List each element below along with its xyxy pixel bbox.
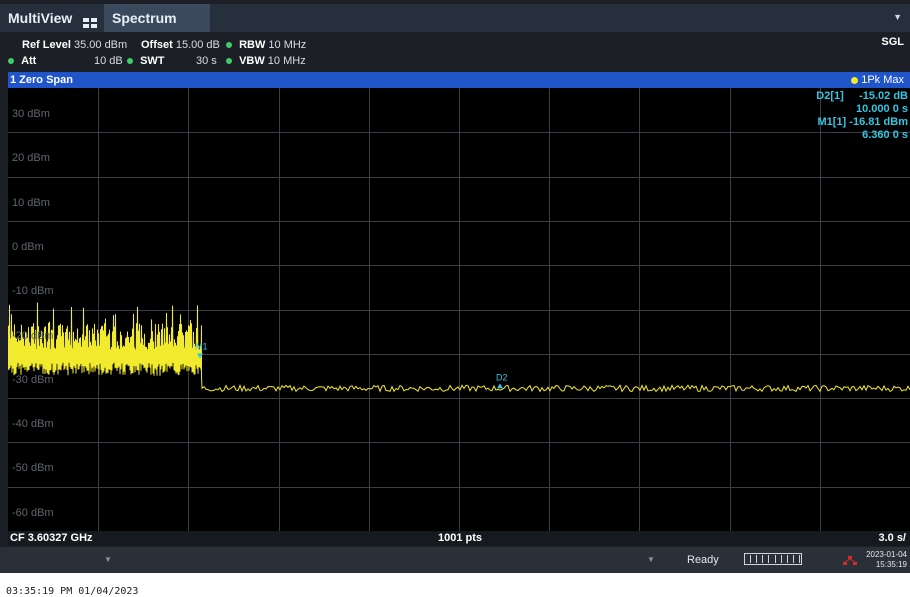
status-date: 2023-01-04 <box>866 550 907 559</box>
rbw-setting[interactable]: RBW 10 MHz <box>226 38 306 53</box>
marker-d2-label: D2 <box>496 372 508 382</box>
y-tick-label: 20 dBm <box>12 152 50 164</box>
status-datetime: 2023-01-04 15:35:19 <box>866 550 907 570</box>
chevron-down-icon[interactable]: ▼ <box>893 12 902 22</box>
marker-d2-icon[interactable] <box>497 383 503 389</box>
swt-setting[interactable]: SWT <box>127 54 165 69</box>
swt-value: 30 s <box>196 55 217 67</box>
marker-d2-time: 10.000 0 s <box>856 103 908 115</box>
status-ready: Ready <box>687 554 719 566</box>
marker-m1-label: M1 <box>195 342 208 352</box>
settings-bar: Ref Level 35.00 dBm Offset 15.00 dB RBW … <box>0 36 910 70</box>
marker-m1-icon[interactable] <box>197 353 203 359</box>
plot-canvas: M1 D2 <box>8 88 910 531</box>
y-tick-label: -30 dBm <box>12 374 54 386</box>
chevron-down-icon[interactable]: ▼ <box>104 555 112 564</box>
att-value: 10 dB <box>94 55 123 67</box>
y-tick-label: -50 dBm <box>12 462 54 474</box>
capture-timestamp: 03:35:19 PM 01/04/2023 <box>6 586 139 597</box>
status-time: 15:35:19 <box>875 560 907 569</box>
y-tick-label: 10 dBm <box>12 197 50 209</box>
zero-span-plot[interactable]: M1 D2 30 dBm 20 dBm 10 dBm 0 dBm -10 dBm -20 d… <box>8 88 910 531</box>
progress-indicator <box>744 553 802 565</box>
marker-d2-row: D2[1] -15.02 dB <box>816 90 908 102</box>
y-tick-label: -60 dBm <box>12 507 54 519</box>
y-tick-label: 0 dBm <box>12 241 44 253</box>
status-bar: ▼ ▼ Ready 2023-01-04 15:35:19 <box>0 547 910 573</box>
vbw-setting[interactable]: VBW 10 MHz <box>226 54 306 69</box>
network-icon[interactable] <box>843 556 857 566</box>
rbw-indicator-icon <box>226 42 232 49</box>
y-tick-label: 30 dBm <box>12 108 50 120</box>
ref-level-setting[interactable]: Ref Level 35.00 dBm <box>22 39 128 51</box>
tab-spectrum-label: Spectrum <box>112 10 177 26</box>
window-title: 1 Zero Span <box>10 74 73 86</box>
offset-setting[interactable]: Offset 15.00 dB <box>141 39 220 51</box>
spectrum-analyzer-app: MultiView Spectrum ▼ Ref Level 35.00 dBm… <box>0 0 910 573</box>
trace-indicator-icon <box>851 76 859 84</box>
att-setting[interactable]: Att <box>8 54 36 69</box>
window-header[interactable]: 1 Zero Span 1Pk Max <box>8 72 910 88</box>
y-tick-label: -40 dBm <box>12 418 54 430</box>
trace-1 <box>8 302 910 393</box>
tab-multiview-label: MultiView <box>8 10 73 26</box>
y-tick-label: -10 dBm <box>12 285 54 297</box>
y-tick-label: -20 dBm <box>12 330 54 342</box>
sweep-mode-badge: SGL <box>881 36 904 48</box>
chevron-down-icon[interactable]: ▼ <box>647 555 655 564</box>
tab-spectrum[interactable]: Spectrum <box>104 4 210 32</box>
center-frequency: CF 3.60327 GHz <box>10 532 93 544</box>
swt-indicator-icon <box>127 58 133 65</box>
marker-m1-time: 6.360 0 s <box>862 129 908 141</box>
trace-mode: 1Pk Max <box>851 72 904 88</box>
marker-table: D2[1] -15.02 dB 10.000 0 s M1[1] -16.81 … <box>816 90 908 142</box>
tab-multiview[interactable]: MultiView <box>0 4 104 32</box>
time-per-division: 3.0 s/ <box>878 532 906 544</box>
multiview-grid-icon <box>83 18 97 28</box>
sweep-points: 1001 pts <box>438 532 483 544</box>
marker-m1-row: M1[1] -16.81 dBm <box>817 116 909 128</box>
window-footer: CF 3.60327 GHz 1001 pts 3.0 s/ <box>8 531 910 546</box>
att-indicator-icon <box>8 58 14 65</box>
vbw-indicator-icon <box>226 58 232 65</box>
